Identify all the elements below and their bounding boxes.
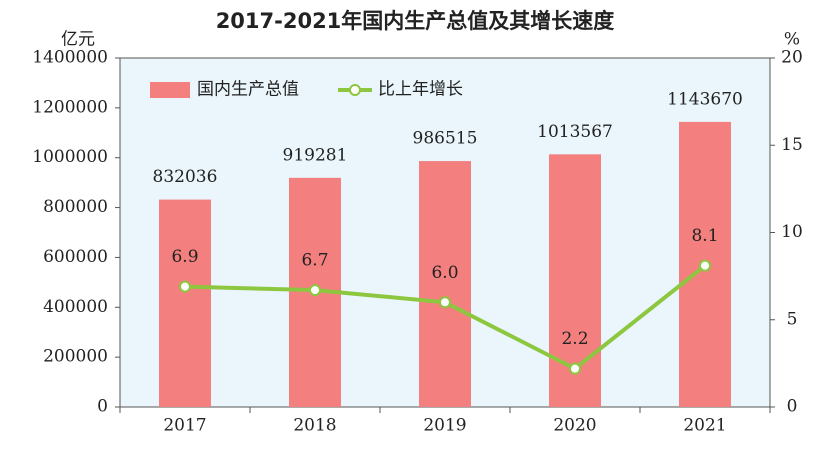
line-marker — [699, 259, 711, 272]
y2-tick-label: 20 — [781, 48, 803, 68]
line-value-label: 6.0 — [431, 263, 458, 283]
y2-tick-label: 10 — [781, 222, 803, 242]
x-tick-label: 2020 — [553, 416, 596, 436]
legend-label: 国内生产总值 — [197, 80, 299, 100]
x-tick-label: 2019 — [423, 416, 466, 436]
y-tick-label: 200000 — [43, 347, 108, 367]
y2-axis-label: % — [784, 30, 800, 50]
y-tick-label: 0 — [97, 397, 108, 417]
x-tick-label: 2018 — [293, 416, 336, 436]
line-value-label: 6.9 — [171, 247, 198, 267]
bar — [419, 161, 471, 407]
bar-value-label: 919281 — [283, 145, 348, 165]
bar-value-label: 1143670 — [667, 89, 743, 109]
bar — [159, 199, 211, 407]
line-marker — [309, 284, 321, 297]
y2-tick-label: 15 — [781, 135, 803, 155]
y-tick-label: 400000 — [43, 297, 108, 317]
line-value-label: 2.2 — [561, 329, 588, 349]
bar-value-label: 986515 — [413, 129, 478, 149]
line-value-label: 8.1 — [691, 226, 718, 246]
bar-value-label: 1013567 — [537, 122, 613, 142]
y-axis-label: 亿元 — [61, 30, 95, 50]
y-tick-label: 1000000 — [32, 147, 108, 167]
y-tick-label: 600000 — [43, 247, 108, 267]
chart-title: 2017-2021年国内生产总值及其增长速度 — [216, 9, 615, 33]
line-marker — [179, 280, 191, 293]
line-value-label: 6.7 — [301, 251, 328, 271]
line-marker — [439, 296, 451, 309]
x-tick-label: 2017 — [163, 416, 206, 436]
x-tick-label: 2021 — [683, 416, 726, 436]
y2-tick-label: 5 — [787, 309, 798, 329]
legend-label: 比上年增长 — [378, 80, 463, 100]
legend-marker — [349, 84, 361, 96]
y-tick-label: 800000 — [43, 197, 108, 217]
y-tick-label: 1400000 — [32, 48, 108, 68]
y-tick-label: 1200000 — [32, 97, 108, 117]
legend-swatch — [150, 82, 190, 98]
bar-value-label: 832036 — [153, 167, 218, 187]
y2-tick-label: 0 — [787, 397, 798, 417]
line-marker — [569, 362, 581, 375]
